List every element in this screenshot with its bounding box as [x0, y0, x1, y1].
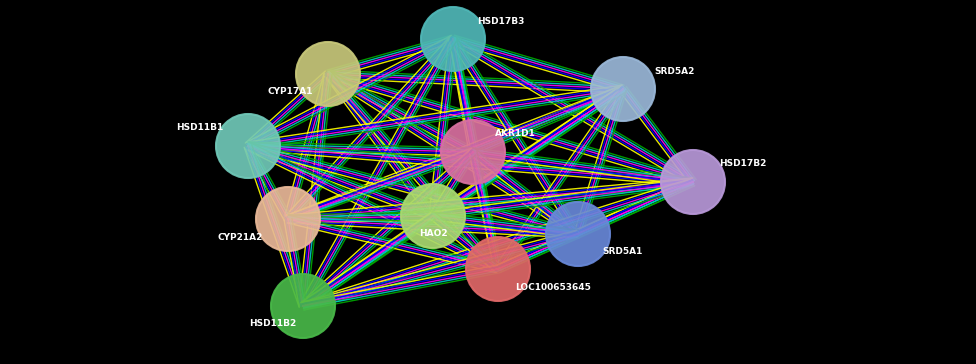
Circle shape [401, 184, 465, 248]
Text: CYP21A2: CYP21A2 [218, 233, 263, 241]
Circle shape [591, 57, 655, 121]
Circle shape [441, 120, 505, 184]
Circle shape [466, 237, 530, 301]
Text: SRD5A2: SRD5A2 [655, 67, 695, 75]
Circle shape [271, 274, 335, 338]
Text: HSD17B2: HSD17B2 [719, 159, 767, 169]
Text: LOC100653645: LOC100653645 [515, 282, 590, 292]
Circle shape [296, 42, 360, 106]
Text: SRD5A1: SRD5A1 [603, 248, 643, 257]
Text: HSD11B1: HSD11B1 [177, 123, 224, 132]
Circle shape [421, 7, 485, 71]
Text: AKR1D1: AKR1D1 [495, 130, 536, 138]
Circle shape [216, 114, 280, 178]
Text: HSD17B3: HSD17B3 [477, 16, 525, 25]
Circle shape [256, 187, 320, 251]
Circle shape [546, 202, 610, 266]
Text: HAO2: HAO2 [419, 229, 447, 238]
Text: CYP17A1: CYP17A1 [267, 87, 312, 96]
Circle shape [661, 150, 725, 214]
Text: HSD11B2: HSD11B2 [250, 320, 297, 328]
